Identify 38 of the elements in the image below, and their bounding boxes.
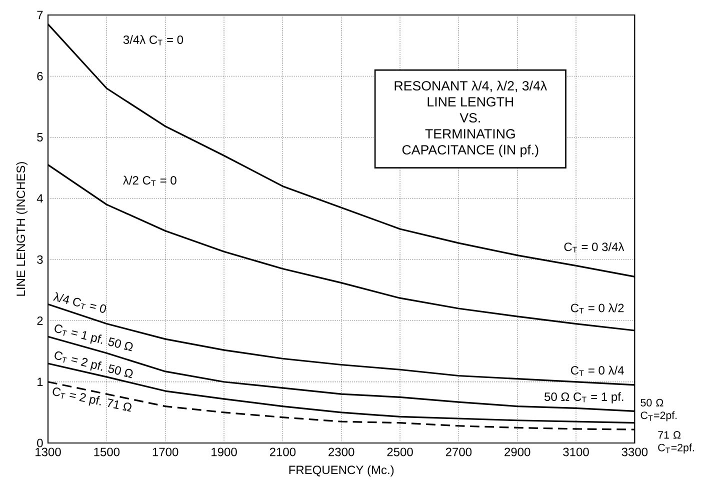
y-tick-label: 5 bbox=[37, 133, 43, 142]
x-axis-title: FREQUENCY (Mc.) bbox=[289, 465, 394, 477]
annotation: LINE LENGTH bbox=[428, 97, 514, 107]
x-tick-label: 2900 bbox=[504, 448, 530, 456]
x-tick-label: 3300 bbox=[622, 448, 648, 456]
x-tick-label: 2700 bbox=[446, 448, 472, 456]
x-tick-label: 2100 bbox=[270, 448, 296, 456]
series-label: 50 Ω C$_{T}$=2pf. bbox=[640, 398, 677, 422]
series-label: C$_{T}$ = 0 3/4λ bbox=[564, 242, 624, 252]
x-tick-label: 1900 bbox=[212, 448, 237, 456]
annotation: RESONANT λ/4, λ/2, 3/4λ bbox=[394, 80, 547, 92]
y-tick-label: 6 bbox=[37, 72, 43, 80]
y-tick-label: 2 bbox=[37, 316, 43, 325]
x-tick-label: 3100 bbox=[563, 448, 589, 456]
annotation: C$_{T}$ = 2 pf. 71 Ω bbox=[52, 388, 132, 412]
y-tick-label: 1 bbox=[38, 378, 43, 386]
x-tick-label: 1500 bbox=[94, 448, 120, 456]
series-label: C$_{T}$ = 0 λ/2 bbox=[570, 303, 624, 314]
y-tick-label: 3 bbox=[37, 255, 43, 264]
y-axis-title: LINE LENGTH (INCHES) bbox=[16, 162, 28, 296]
y-tick-label: 4 bbox=[36, 194, 43, 203]
annotation: λ/4 C$_{T}$ = 0 bbox=[53, 292, 106, 313]
y-tick-label: 0 bbox=[37, 438, 43, 448]
series-label: 50 Ω C$_{T}$ = 1 pf. bbox=[544, 392, 624, 404]
annotation: CAPACITANCE (IN pf.) bbox=[402, 144, 538, 158]
y-tick-label: 7 bbox=[37, 10, 43, 20]
x-tick-label: 2500 bbox=[387, 448, 413, 456]
series-label: C$_{T}$ = 0 λ/4 bbox=[570, 366, 624, 376]
text: 71 Ω C$_{T}$=2pf. bbox=[658, 431, 694, 454]
annotation: VS. bbox=[460, 113, 480, 123]
annotation: TERMINATING bbox=[425, 129, 515, 139]
annotation: C$_{T}$ = 1 pf. 50 Ω bbox=[54, 324, 133, 352]
x-tick-label: 1300 bbox=[36, 448, 61, 456]
annotation: C$_{T}$ = 2 pf. 50 Ω bbox=[54, 351, 133, 378]
x-tick-label: 2300 bbox=[328, 448, 354, 456]
annotation: λ/2 C$_{T}$ = 0 bbox=[123, 176, 176, 186]
x-tick-label: 1700 bbox=[152, 448, 178, 456]
annotation: 3/4λ C$_{T}$ = 0 bbox=[123, 35, 184, 46]
